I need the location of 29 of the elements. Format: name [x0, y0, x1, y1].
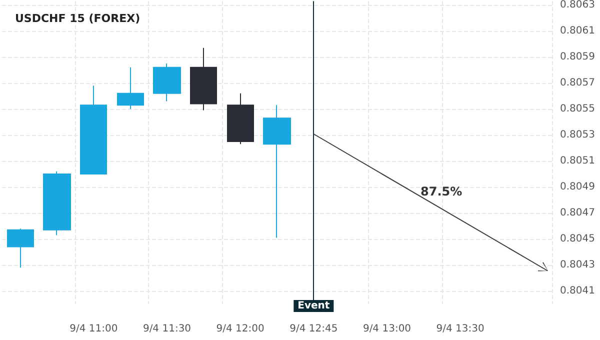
- x-tick-label: 9/4 12:45: [290, 324, 338, 334]
- y-tick-label: 0.8061: [560, 26, 595, 36]
- y-tick-label: 0.8055: [560, 104, 595, 114]
- ref-line-label: Event: [298, 300, 330, 312]
- candlestick: [117, 66, 144, 110]
- y-tick-label: 0.8041: [560, 286, 595, 296]
- candlestick: [190, 47, 217, 111]
- candlestick: [153, 63, 181, 102]
- y-tick-label: 0.8049: [560, 182, 595, 192]
- y-tick-label: 0.8051: [560, 156, 595, 166]
- y-tick-label: 0.8045: [560, 234, 595, 244]
- y-tick-label: 0.8047: [560, 208, 595, 218]
- candlestick: [43, 170, 71, 236]
- y-tick-label: 0.8059: [560, 52, 595, 62]
- text: USDCHF 15 (FOREX): [15, 12, 140, 25]
- annotation: 87.5%: [420, 184, 462, 198]
- y-tick-label: 0.8043: [560, 260, 595, 270]
- y-tick-label: 0.8063: [560, 0, 595, 10]
- candlestick: [7, 228, 34, 268]
- candlestick: [263, 104, 291, 238]
- x-tick-label: 9/4 12:00: [216, 324, 264, 334]
- x-tick-label: 9/4 13:30: [436, 324, 484, 334]
- y-tick-label: 0.8053: [560, 130, 595, 140]
- y-tick-label: 0.8057: [560, 78, 595, 88]
- x-tick-label: 9/4 13:00: [362, 324, 412, 334]
- x-tick-label: 9/4 11:30: [142, 324, 192, 334]
- candlestick: [227, 92, 254, 145]
- candlestick: [80, 85, 107, 174]
- x-tick-label: 9/4 11:00: [70, 324, 118, 334]
